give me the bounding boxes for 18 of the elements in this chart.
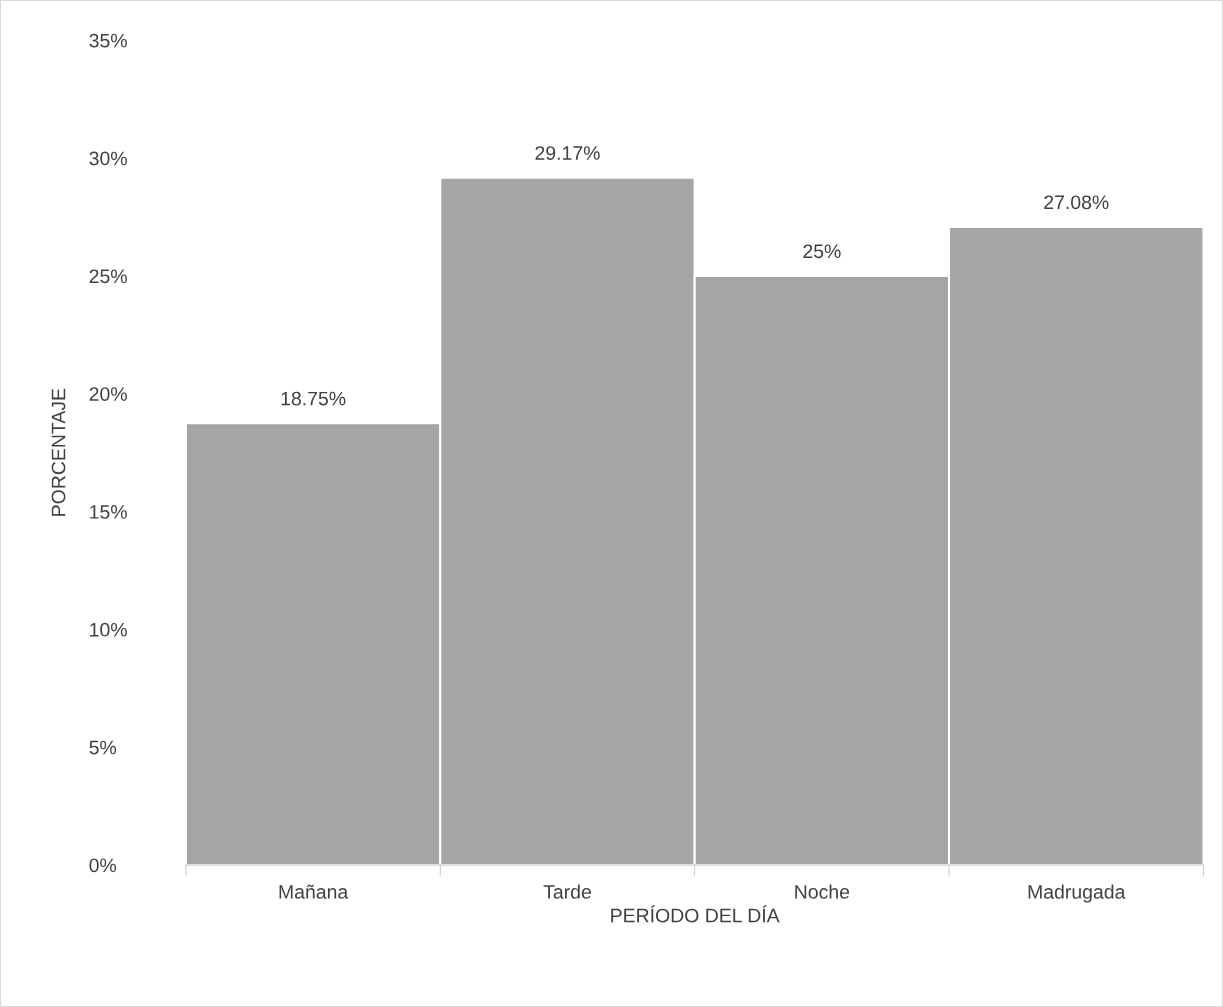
y-tick-label: 15% [90,505,127,519]
data-label: 18.75% [281,391,346,406]
y-tick-label: 0% [89,858,117,873]
y-tick-label: 30% [89,151,127,166]
y-tick-label: 20% [89,387,127,401]
data-label: 27.08% [1044,195,1109,210]
x-tick-label: Tarde [543,884,591,899]
y-tick-label: 5% [89,740,117,755]
data-label: 29.17% [535,146,600,160]
y-axis-title: PORCENTAJE [51,388,66,516]
x-tick-label: Mañana [279,884,349,899]
x-axis-title: PERÍODO DEL DÍA [611,905,780,923]
x-tick-label: Noche [795,884,850,899]
y-tick-label: 25% [89,269,127,284]
data-label: 25% [803,244,841,259]
y-tick-label: 35% [89,33,127,48]
y-tick-label: 10% [90,622,127,637]
x-tick-label: Madrugada [1028,884,1126,903]
